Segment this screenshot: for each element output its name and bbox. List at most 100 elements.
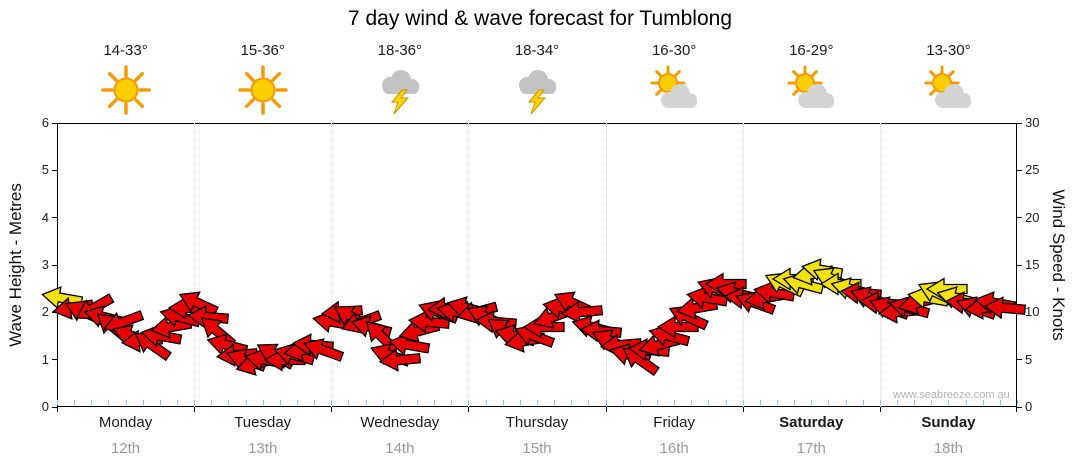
weather-icon-sunny xyxy=(100,64,152,116)
weather-icon-partly-cloudy xyxy=(648,64,700,116)
minor-time-tick xyxy=(588,400,590,405)
day-separator-line xyxy=(194,123,196,407)
sun-icon xyxy=(237,65,288,115)
minor-time-tick xyxy=(982,400,984,405)
wind-arrow-glyph xyxy=(388,333,431,357)
minor-time-tick xyxy=(948,400,950,405)
weather-icon-storm xyxy=(511,64,563,116)
wind-arrow-glyph xyxy=(983,295,1026,320)
minor-time-tick xyxy=(365,400,367,405)
minor-time-tick xyxy=(914,400,916,405)
minor-time-tick xyxy=(999,400,1001,405)
minor-time-tick xyxy=(57,400,58,405)
day-date-label: 13th xyxy=(248,440,278,457)
minor-time-tick xyxy=(708,400,710,405)
watermark: www.seabreeze.com.au xyxy=(893,389,1010,401)
partly-cloudy-icon xyxy=(924,65,972,108)
day-name-label: Sunday xyxy=(921,414,976,431)
minor-time-tick xyxy=(931,400,933,405)
day-separator-line xyxy=(331,123,333,407)
minor-time-tick xyxy=(91,400,93,405)
minor-time-tick xyxy=(348,400,350,405)
minor-time-tick xyxy=(1017,400,1018,405)
left-axis-tick-mark xyxy=(52,359,57,361)
minor-time-tick xyxy=(331,400,333,405)
left-axis-tick-mark xyxy=(52,406,57,408)
minor-time-tick xyxy=(674,400,676,405)
partly-cloudy-icon xyxy=(650,65,698,108)
left-axis-tick-mark xyxy=(52,311,57,313)
left-axis-tick-label: 1 xyxy=(41,351,49,367)
minor-time-tick xyxy=(159,400,161,405)
minor-time-tick xyxy=(279,400,281,405)
minor-time-tick xyxy=(537,400,538,405)
day-separator-line xyxy=(879,123,881,407)
wind-arrow-glyph xyxy=(648,324,690,347)
minor-time-tick xyxy=(211,400,213,405)
x-axis-tick-mark xyxy=(331,407,333,412)
day-date-label: 18th xyxy=(933,440,964,457)
minor-time-tick xyxy=(571,400,573,405)
day-name-label: Tuesday xyxy=(234,414,292,431)
left-axis-tick-label: 6 xyxy=(41,115,49,130)
day-date-label: 17th xyxy=(796,440,826,457)
right-axis-tick-mark xyxy=(1017,217,1022,219)
wind-arrow xyxy=(298,330,349,371)
minor-time-tick xyxy=(399,400,401,405)
day-name-label: Friday xyxy=(653,414,695,431)
storm-icon xyxy=(381,70,419,115)
temperature-range: 14-33° xyxy=(103,42,148,59)
minor-time-tick xyxy=(777,400,778,405)
minor-time-tick xyxy=(382,400,384,405)
minor-time-tick xyxy=(897,400,898,405)
minor-time-tick xyxy=(314,400,316,405)
right-axis-tick-label: 20 xyxy=(1025,209,1040,225)
temperature-range: 16-30° xyxy=(651,42,697,59)
wind-arrow xyxy=(982,292,1028,324)
right-axis-tick-label: 10 xyxy=(1025,304,1040,320)
temperature-range: 18-34° xyxy=(514,42,560,59)
temperature-range: 13-30° xyxy=(926,42,971,59)
minor-time-tick xyxy=(142,400,144,405)
minor-time-tick xyxy=(177,400,178,405)
day-separator-line xyxy=(605,123,607,407)
minor-time-tick xyxy=(502,400,504,405)
x-axis-tick-mark xyxy=(879,407,881,412)
left-axis-tick-label: 3 xyxy=(41,257,49,272)
day-date-label: 16th xyxy=(659,440,689,457)
temperature-range: 18-36° xyxy=(377,42,423,59)
wind-arrow xyxy=(522,313,566,341)
wind-arrow-glyph xyxy=(561,300,604,325)
day-separator-line xyxy=(468,123,470,407)
day-name-label: Wednesday xyxy=(360,414,440,431)
sun-icon xyxy=(100,65,151,115)
left-axis-tick-label: 5 xyxy=(41,162,49,178)
wind-arrow xyxy=(385,328,433,363)
minor-time-tick xyxy=(74,400,76,405)
day-name-label: Saturday xyxy=(779,414,844,431)
x-axis-tick-mark xyxy=(468,407,470,412)
minor-time-tick xyxy=(468,400,470,405)
wind-arrow xyxy=(172,281,224,325)
minor-time-tick xyxy=(297,400,298,405)
minor-time-tick xyxy=(657,400,658,405)
x-axis-tick-mark xyxy=(1016,407,1017,412)
right-axis-tick-label: 5 xyxy=(1025,351,1033,367)
day-date-label: 14th xyxy=(385,440,415,457)
minor-time-tick xyxy=(434,400,436,405)
x-axis-tick-mark xyxy=(605,407,607,412)
plot-area xyxy=(57,123,1017,407)
minor-time-tick xyxy=(845,400,847,405)
partly-cloudy-icon xyxy=(787,65,835,108)
left-axis-tick-label: 4 xyxy=(41,209,49,225)
minor-time-tick xyxy=(228,400,230,405)
minor-time-tick xyxy=(125,400,127,405)
temperature-range: 16-29° xyxy=(789,42,834,59)
minor-time-tick xyxy=(794,400,796,405)
wind-arrow-glyph xyxy=(303,338,345,363)
minor-time-tick xyxy=(108,400,110,405)
right-axis-tick-mark xyxy=(1017,359,1022,361)
minor-time-tick xyxy=(554,400,556,405)
x-axis-tick-mark xyxy=(742,407,744,412)
